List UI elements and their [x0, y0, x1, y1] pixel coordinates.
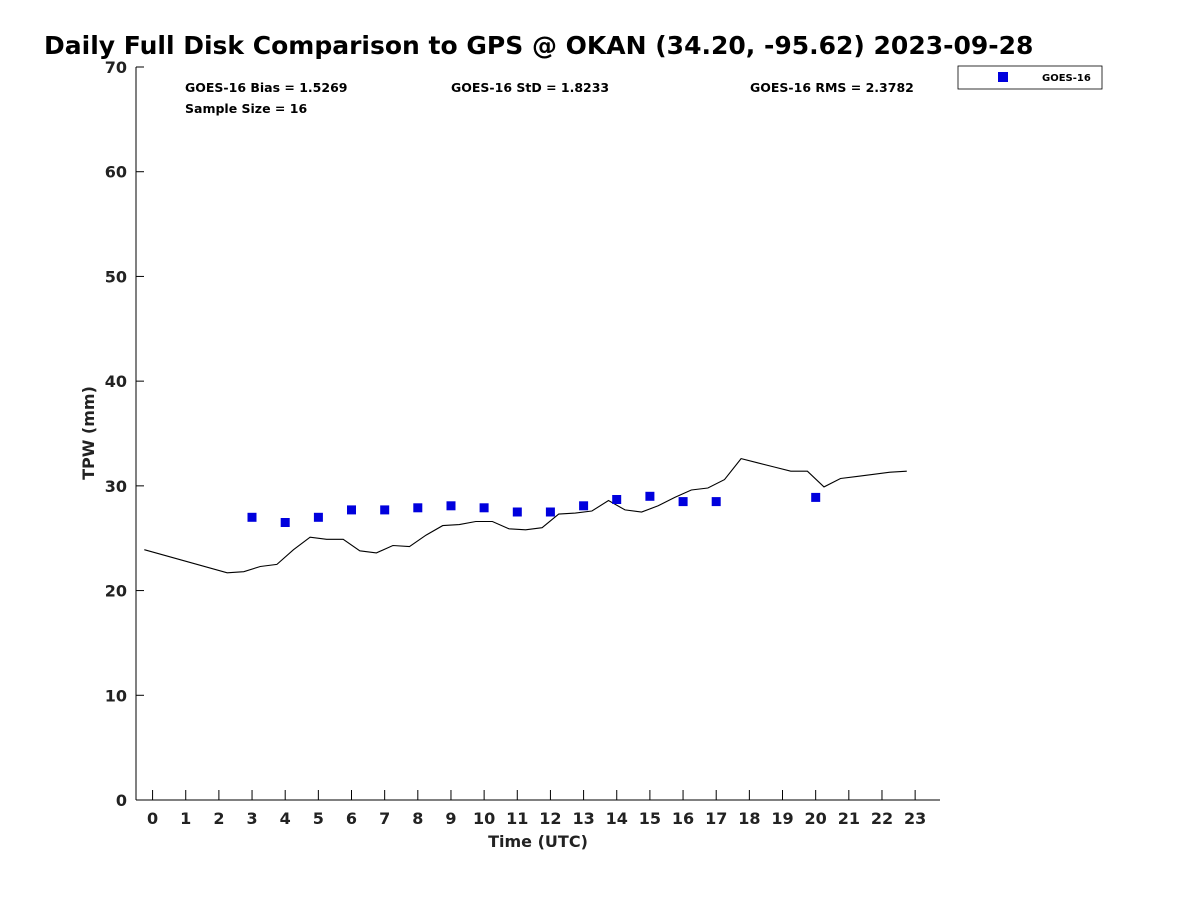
x-tick-label: 14: [606, 809, 628, 828]
goes-points-layer: [247, 491, 821, 527]
goes16-point: [413, 503, 423, 513]
goes16-point: [280, 518, 290, 527]
stat-bias: GOES-16 Bias = 1.5269: [185, 80, 347, 95]
legend-marker-goes16: [998, 72, 1008, 82]
x-tick-label: 7: [379, 809, 390, 828]
goes16-point: [247, 512, 257, 522]
x-tick-label: 9: [445, 809, 456, 828]
legend: GOES-16: [957, 65, 1103, 90]
x-tick-label: 10: [473, 809, 495, 828]
x-tick-label: 8: [412, 809, 423, 828]
stat-sample-size: Sample Size = 16: [185, 101, 307, 116]
x-tick-label: 0: [147, 809, 158, 828]
x-tick-label: 22: [871, 809, 893, 828]
goes16-point: [512, 507, 522, 517]
y-tick-label: 0: [116, 791, 127, 810]
gps-tpw-line: [144, 457, 907, 574]
x-tick-label: 21: [838, 809, 860, 828]
goes16-point: [612, 495, 622, 504]
y-tick-label: 20: [105, 582, 127, 601]
goes16-point: [711, 497, 721, 507]
x-tick-label: 12: [539, 809, 561, 828]
chart-title: Daily Full Disk Comparison to GPS @ OKAN…: [44, 31, 1033, 60]
x-tick-label: 19: [771, 809, 793, 828]
legend-label-goes16: GOES-16: [1042, 73, 1091, 84]
x-tick-label: 2: [213, 809, 224, 828]
x-axis-label: Time (UTC): [488, 832, 588, 851]
goes16-point: [678, 497, 688, 507]
goes16-point: [545, 507, 555, 517]
stat-std: GOES-16 StD = 1.8233: [451, 80, 609, 95]
y-tick-label: 50: [105, 267, 127, 286]
x-tick-label: 4: [280, 809, 291, 828]
x-tick-label: 15: [639, 809, 661, 828]
y-tick-label: 60: [105, 163, 127, 182]
x-tick-label: 1: [180, 809, 191, 828]
x-tick-label: 11: [506, 809, 528, 828]
x-tick-label: 16: [672, 809, 694, 828]
x-tick-label: 6: [346, 809, 357, 828]
y-tick-label: 40: [105, 372, 127, 391]
gps-line-layer: [144, 457, 907, 574]
goes16-point: [313, 512, 323, 522]
x-ticks: 0 1 2 3 4 5 6 7 8 9 10 11 12 13 14 15 16 17 18 19 20 21 22 23: [147, 790, 926, 828]
legend-box: [957, 65, 1103, 90]
y-tick-label: 30: [105, 477, 127, 496]
x-tick-label: 18: [738, 809, 760, 828]
x-tick-label: 5: [313, 809, 324, 828]
goes16-point: [579, 501, 589, 511]
y-tick-label: 70: [105, 58, 127, 77]
goes16-point: [446, 501, 456, 511]
goes16-point: [645, 491, 655, 501]
x-tick-label: 20: [805, 809, 827, 828]
y-tick-label: 10: [105, 686, 127, 705]
goes16-point: [347, 505, 356, 515]
y-ticks: 0 10 20 30 40 50 60 70: [105, 58, 144, 810]
x-tick-label: 23: [904, 809, 926, 828]
stat-rms: GOES-16 RMS = 2.3782: [750, 80, 914, 95]
stats-block: GOES-16 Bias = 1.5269 GOES-16 StD = 1.82…: [185, 80, 914, 116]
goes16-point: [811, 492, 821, 502]
x-tick-label: 17: [705, 809, 727, 828]
x-tick-label: 3: [246, 809, 257, 828]
goes16-point: [380, 505, 390, 515]
x-tick-label: 13: [572, 809, 594, 828]
y-axis-label: TPW (mm): [79, 386, 98, 480]
goes16-point: [479, 503, 489, 513]
axes: [135, 67, 940, 801]
